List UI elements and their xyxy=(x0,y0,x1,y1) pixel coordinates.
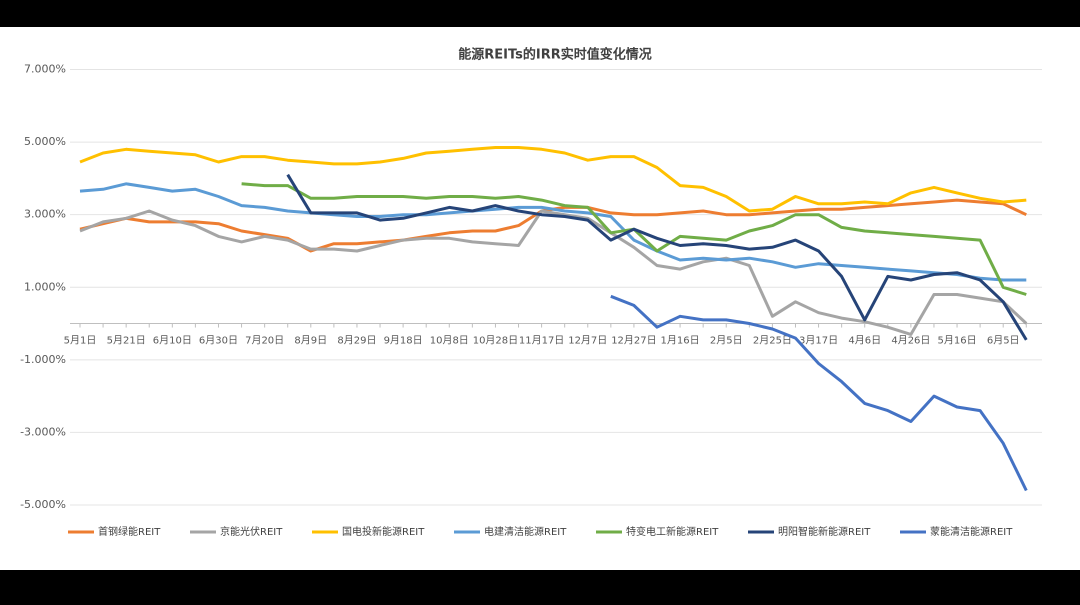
legend-label: 特变电工新能源REIT xyxy=(626,525,719,538)
legend-label: 蒙能清洁能源REIT xyxy=(930,525,1013,538)
x-tick-label: 7月20日 xyxy=(245,335,284,347)
y-tick-label: -5.000% xyxy=(20,498,66,511)
series-line xyxy=(79,209,1028,336)
x-tick-label: 6月10日 xyxy=(153,335,192,347)
legend-label: 首钢绿能REIT xyxy=(98,525,161,538)
x-tick-label: 5月21日 xyxy=(107,335,146,347)
y-tick-label: -3.000% xyxy=(20,425,66,438)
y-tick-label: -1.000% xyxy=(20,353,66,366)
legend: 首钢绿能REIT 京能光伏REIT 国电投新能源REIT 电建清洁能源REIT 特变电工… xyxy=(68,525,1013,538)
chart-background xyxy=(0,27,1080,570)
chart-title: 能源REITs的IRR实时值变化情况 xyxy=(458,47,651,63)
legend-label: 电建清洁能源REIT xyxy=(484,525,567,538)
x-tick-label: 4月6日 xyxy=(848,335,881,347)
x-tick-label: 10月28日 xyxy=(473,335,518,347)
x-tick-label: 3月17日 xyxy=(799,335,838,347)
x-tick-label: 11月17日 xyxy=(519,335,564,347)
y-tick-label: 7.000% xyxy=(24,63,66,76)
x-tick-label: 12月27日 xyxy=(611,335,656,347)
series-line xyxy=(610,294,1028,492)
series-line xyxy=(79,146,1027,213)
x-tick-label: 6月30日 xyxy=(199,335,238,347)
y-tick-label: 3.000% xyxy=(24,208,66,221)
y-tick-label: 5.000% xyxy=(24,135,66,148)
x-tick-label: 9月18日 xyxy=(384,335,423,347)
legend-label: 国电投新能源REIT xyxy=(342,525,425,538)
x-tick-label: 2月5日 xyxy=(710,335,743,347)
x-tick-label: 8月9日 xyxy=(294,335,327,347)
series-line xyxy=(79,182,1027,282)
x-tick-label: 10月8日 xyxy=(430,335,469,347)
x-tick-label: 2月25日 xyxy=(753,335,792,347)
x-tick-label: 8月29日 xyxy=(337,335,376,347)
legend-label: 京能光伏REIT xyxy=(220,525,283,538)
x-tick-label: 4月26日 xyxy=(891,335,930,347)
x-tick-label: 1月16日 xyxy=(661,335,700,347)
x-tick-label: 6月5日 xyxy=(987,335,1020,347)
y-tick-label: 1.000% xyxy=(24,280,66,293)
series-line xyxy=(286,173,1028,341)
legend-label: 明阳智能新能源REIT xyxy=(778,525,871,538)
x-tick-label: 5月16日 xyxy=(937,335,976,347)
x-tick-label: 12月7日 xyxy=(568,335,607,347)
x-tick-label: 5月1日 xyxy=(64,335,97,347)
